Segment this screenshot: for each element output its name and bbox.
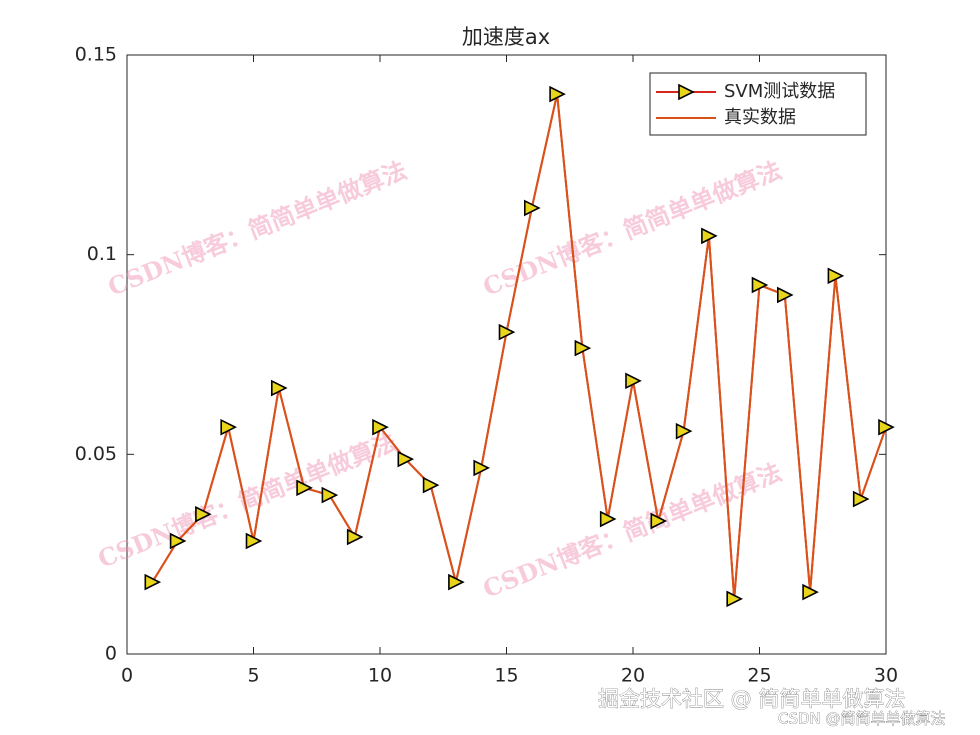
chart-title: 加速度ax	[462, 25, 550, 49]
marker	[701, 227, 718, 245]
marker	[448, 573, 465, 591]
marker	[220, 418, 237, 436]
x-tick-label: 5	[247, 665, 259, 687]
marker	[422, 476, 440, 494]
marker	[827, 267, 845, 285]
marker	[346, 528, 364, 546]
marker	[524, 199, 541, 217]
marker	[498, 323, 516, 341]
marker	[321, 486, 339, 504]
legend-label: SVM测试数据	[724, 81, 835, 102]
x-tick-label: 0	[121, 665, 133, 687]
marker	[473, 459, 490, 477]
marker	[751, 276, 769, 294]
y-tick-label: 0	[105, 643, 117, 665]
legend-label: 真实数据	[724, 107, 796, 128]
footer-text: CSDN @简简单单做算法	[778, 710, 946, 728]
x-tick-label: 20	[621, 665, 645, 687]
x-tick-label: 15	[494, 665, 518, 687]
x-tick-label: 25	[747, 665, 771, 687]
marker	[245, 532, 263, 550]
marker	[726, 590, 743, 608]
marker	[271, 379, 288, 397]
marker	[169, 532, 187, 550]
legend-marker	[678, 83, 695, 101]
marker	[852, 490, 870, 508]
marker	[574, 339, 592, 357]
x-tick-label: 30	[874, 665, 898, 687]
marker	[675, 422, 693, 440]
marker	[397, 450, 415, 468]
marker	[625, 372, 642, 390]
marker	[296, 479, 313, 497]
marker	[549, 85, 566, 103]
marker	[144, 573, 162, 591]
plot-area	[126, 54, 887, 655]
legend-box	[649, 72, 867, 136]
footer-text: 掘金技术社区 @ 简简单单做算法	[598, 687, 905, 711]
y-tick-label: 0.1	[87, 243, 117, 265]
marker	[372, 418, 389, 436]
x-tick-label: 10	[368, 665, 392, 687]
marker	[650, 512, 668, 530]
marker	[878, 418, 895, 436]
marker	[599, 510, 617, 528]
y-tick-label: 0.05	[75, 443, 117, 465]
marker	[802, 583, 819, 601]
marker	[777, 286, 794, 304]
marker	[195, 505, 212, 523]
y-tick-label: 0.15	[75, 44, 117, 66]
